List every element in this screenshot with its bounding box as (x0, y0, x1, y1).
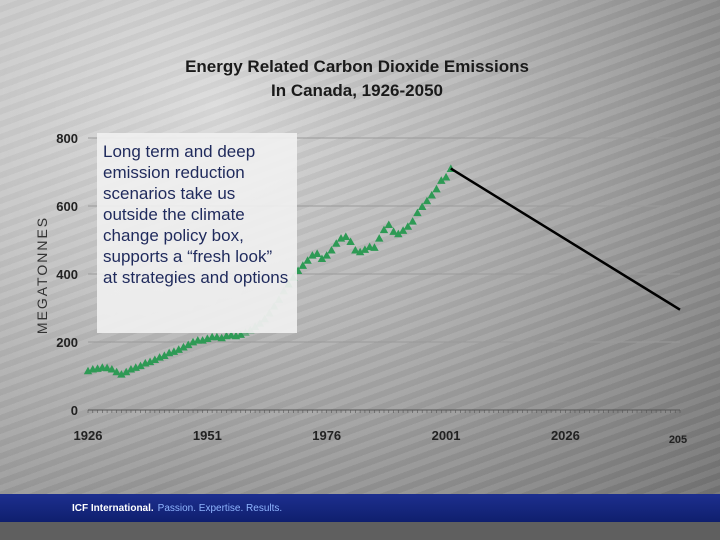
data-point-1940 (150, 355, 160, 364)
callout-text: Long term and deep emission reduction sc… (103, 142, 289, 287)
x-tick-label-1976: 1976 (312, 428, 341, 443)
data-point-1984 (360, 245, 370, 253)
data-point-1998 (427, 190, 436, 199)
data-point-2000 (437, 176, 446, 184)
data-point-1982 (351, 246, 360, 254)
bottom-strip (0, 522, 720, 540)
data-point-1995 (413, 208, 422, 217)
data-point-1945 (174, 345, 183, 353)
y-tick-label-0: 0 (71, 403, 78, 418)
data-point-1999 (432, 184, 441, 193)
data-point-2001 (441, 172, 451, 181)
scenario-line (450, 167, 681, 311)
footer-tagline: Passion. Expertise. Results. (157, 502, 283, 514)
chart-title-line-2: In Canada, 1926-2050 (271, 81, 443, 100)
data-point-1971 (298, 261, 308, 269)
data-point-1989 (384, 220, 393, 229)
callout-box: Long term and deep emission reduction sc… (97, 133, 297, 333)
data-point-1976 (322, 251, 331, 259)
data-point-1930 (102, 363, 112, 372)
data-point-1974 (312, 249, 322, 257)
footer-brand: ICF International. Passion. Expertise. Re… (72, 503, 282, 514)
data-point-1986 (370, 243, 379, 251)
data-point-1993 (403, 222, 413, 230)
x-tick-label-2026: 2026 (551, 428, 580, 443)
data-point-1953 (212, 332, 222, 341)
x-tick-label-2001: 2001 (432, 428, 461, 443)
data-point-1944 (169, 347, 179, 355)
data-point-1931 (107, 365, 117, 373)
data-point-1991 (394, 229, 403, 238)
data-point-1947 (184, 340, 193, 349)
data-point-1933 (117, 370, 126, 378)
x-tick-label-1951: 1951 (193, 428, 222, 443)
data-point-1983 (355, 247, 365, 256)
data-point-1942 (160, 351, 169, 359)
data-point-1932 (112, 367, 121, 376)
footer-company: ICF International. (72, 502, 154, 514)
data-point-1958 (236, 330, 245, 338)
y-tick-label-800: 800 (56, 131, 78, 146)
data-point-1977 (327, 246, 336, 254)
x-tick-label-1926: 1926 (74, 428, 103, 443)
data-point-1939 (145, 357, 155, 366)
y-axis-label: MEGATONNES (34, 216, 50, 334)
data-point-1992 (398, 226, 408, 234)
data-point-1954 (217, 333, 226, 342)
y-tick-label-400: 400 (56, 267, 78, 282)
data-point-1994 (408, 217, 417, 225)
data-point-1978 (332, 239, 341, 247)
data-point-1987 (375, 234, 384, 242)
emissions-chart: Energy Related Carbon Dioxide Emissions I… (34, 57, 687, 446)
chart-title-line-1: Energy Related Carbon Dioxide Emissions (185, 57, 529, 76)
data-point-1946 (179, 342, 188, 351)
data-point-1975 (317, 254, 327, 263)
data-point-1996 (417, 202, 427, 211)
footer-bar: ICF International. Passion. Expertise. Re… (0, 494, 720, 522)
y-tick-label-600: 600 (56, 199, 78, 214)
data-point-1988 (379, 225, 389, 234)
data-point-1980 (341, 232, 351, 240)
x-tick-label-205: 205 (669, 434, 687, 446)
data-point-1990 (389, 227, 398, 235)
y-tick-label-200: 200 (56, 335, 78, 350)
data-point-1972 (303, 256, 312, 264)
data-point-1981 (346, 237, 355, 246)
data-point-1997 (422, 196, 432, 205)
data-point-1937 (136, 361, 145, 370)
data-point-1934 (121, 367, 131, 376)
